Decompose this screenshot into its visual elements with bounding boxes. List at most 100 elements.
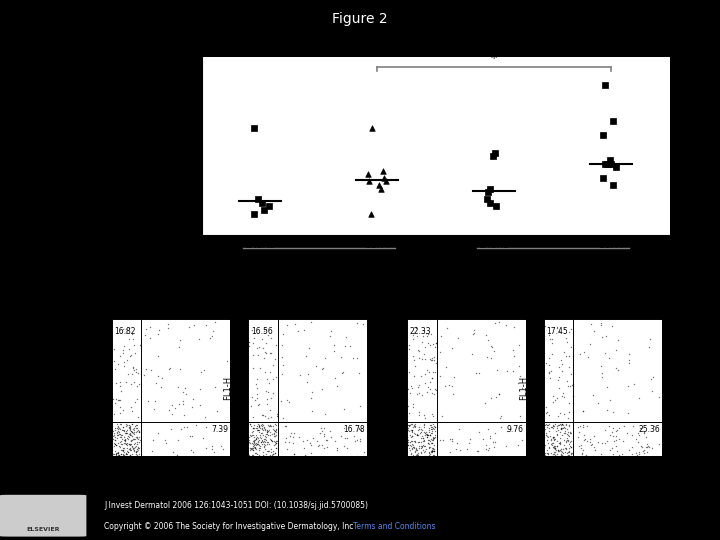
Point	[165, 424, 176, 433]
Point	[250, 423, 261, 432]
Text: 7.39: 7.39	[211, 424, 228, 434]
Point	[270, 443, 282, 452]
Point	[269, 427, 281, 436]
Point	[423, 443, 434, 451]
Point	[542, 433, 554, 441]
Point	[419, 429, 431, 437]
Point	[260, 387, 271, 396]
Point	[260, 348, 271, 356]
Point	[426, 447, 437, 456]
Point	[127, 445, 139, 454]
Point	[413, 346, 424, 354]
Point	[428, 424, 440, 433]
Point	[316, 384, 328, 393]
Point	[264, 421, 275, 429]
Point	[125, 424, 136, 433]
Point	[256, 440, 267, 448]
Point	[106, 394, 117, 403]
Point	[254, 433, 266, 441]
Text: Healthy: Healthy	[248, 292, 292, 302]
Point	[512, 441, 523, 449]
Point	[607, 449, 618, 458]
Point	[418, 437, 430, 445]
Point	[564, 442, 576, 450]
Point	[407, 425, 418, 434]
Point	[249, 444, 261, 453]
Point	[139, 371, 150, 380]
Point	[206, 442, 217, 450]
Text: ELSEVIER: ELSEVIER	[27, 527, 60, 532]
Point	[271, 439, 282, 448]
Point	[426, 429, 437, 437]
Point	[435, 332, 446, 341]
Point	[117, 439, 128, 448]
Point	[117, 426, 129, 434]
Point	[118, 444, 130, 453]
Point	[135, 334, 146, 343]
Point	[253, 428, 265, 436]
Point	[554, 439, 566, 448]
Point	[574, 442, 585, 450]
Point	[415, 429, 426, 437]
Point	[268, 441, 279, 449]
Point	[124, 423, 135, 432]
Point	[287, 439, 299, 448]
Point	[260, 450, 271, 459]
Point	[166, 401, 178, 410]
Point	[597, 368, 608, 377]
Point	[548, 433, 559, 442]
Point	[404, 438, 415, 447]
Point	[173, 382, 184, 391]
Text: CXCR3: CXCR3	[244, 240, 276, 250]
Point	[129, 435, 140, 443]
Point	[426, 426, 438, 435]
Point	[277, 414, 289, 422]
Point	[298, 326, 310, 334]
Point	[416, 431, 428, 440]
Point	[265, 422, 276, 430]
Point	[262, 330, 274, 339]
Point	[428, 450, 439, 459]
Point	[253, 421, 264, 430]
Point	[599, 81, 611, 90]
Point	[446, 343, 457, 352]
Point	[279, 421, 291, 430]
Point	[269, 431, 281, 440]
Point	[106, 446, 117, 455]
Point	[403, 444, 415, 453]
Point	[552, 412, 564, 421]
Point	[121, 447, 132, 456]
Point	[111, 430, 122, 439]
Point	[490, 393, 502, 402]
Point	[427, 447, 438, 455]
Point	[402, 345, 414, 353]
Point	[354, 402, 366, 410]
Point	[128, 435, 140, 443]
Point	[304, 343, 315, 352]
Point	[132, 424, 143, 433]
Point	[262, 388, 274, 396]
Point	[563, 447, 575, 455]
Point	[548, 443, 559, 451]
Point	[608, 181, 619, 190]
Point	[624, 446, 635, 455]
Point	[140, 365, 152, 374]
Point	[622, 409, 634, 417]
Point	[120, 325, 131, 333]
Point	[248, 334, 259, 342]
Point	[122, 448, 134, 457]
Point	[552, 421, 564, 429]
Point	[145, 334, 156, 342]
Point	[546, 334, 558, 343]
Point	[132, 435, 143, 443]
Point	[115, 446, 127, 455]
Point	[285, 429, 297, 438]
Point	[543, 368, 554, 377]
Point	[331, 446, 343, 454]
Point	[606, 428, 618, 436]
Point	[265, 413, 276, 421]
Point	[120, 427, 132, 436]
Point	[320, 435, 332, 444]
Point	[123, 345, 135, 353]
Point	[122, 448, 134, 456]
